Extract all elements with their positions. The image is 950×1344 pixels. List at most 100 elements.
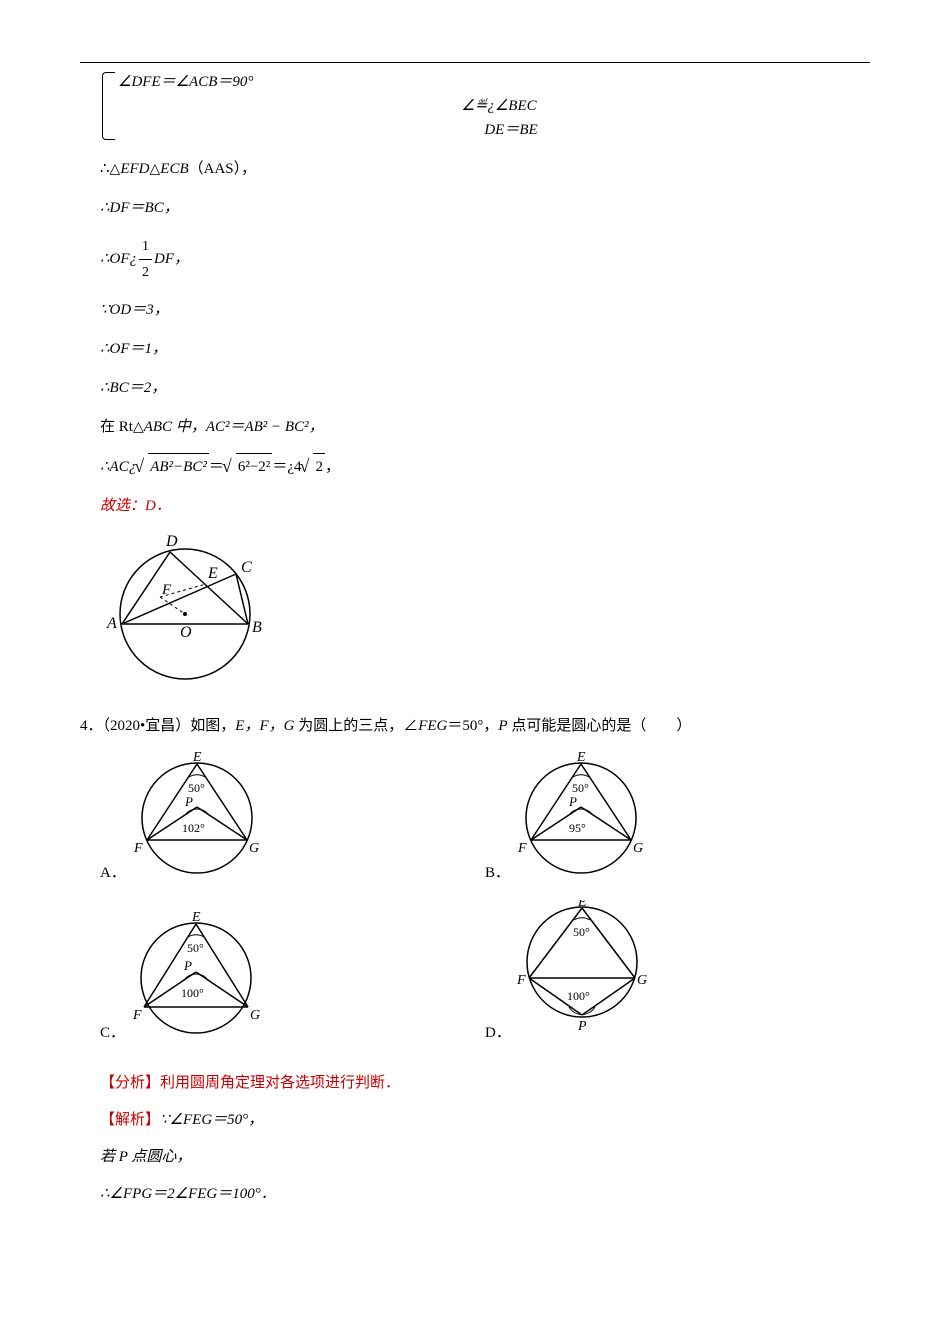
svg-text:E: E — [192, 752, 202, 765]
option-d-diagram: E 50° 100° P F G — [515, 900, 650, 1050]
option-d: D． E 50° 100° P F G — [485, 900, 870, 1050]
opt-a-label: A． — [100, 860, 126, 890]
solution-title: 【解析】 — [100, 1112, 160, 1128]
option-b-diagram: E P 50° 95° F G — [514, 752, 649, 890]
l1-t2: ECB — [160, 161, 188, 177]
solution-l1: ∵∠FEG＝50°， — [160, 1112, 263, 1128]
svg-text:50°: 50° — [573, 925, 590, 939]
circle-diagram: D E C F A B O — [100, 532, 870, 697]
opt-b-label: B． — [485, 860, 510, 890]
problem-efg: E，F，G — [235, 718, 294, 734]
analysis-text: 利用圆周角定理对各选项进行判断． — [160, 1075, 400, 1091]
svg-text:F: F — [133, 841, 143, 856]
options-container: A． E P 50° 102° F G — [100, 752, 870, 1060]
fraction: 12 — [139, 234, 152, 285]
brace-line-2: ∠≝¿∠BEC — [118, 94, 870, 118]
option-a-diagram: E P 50° 102° F G — [130, 752, 265, 890]
sqrt-icon: 6²−2² — [224, 453, 272, 481]
analysis-line: 【分析】利用圆周角定理对各选项进行判断． — [100, 1070, 870, 1097]
svg-text:95°: 95° — [569, 821, 586, 835]
triangle-icon — [110, 161, 121, 177]
problem-source: （2020•宜昌） — [103, 718, 191, 734]
solution-line-2: 若 P 点圆心， — [100, 1144, 870, 1171]
page-header-line — [80, 62, 870, 63]
option-c-diagram: E P 50° 100° F G — [129, 912, 264, 1050]
sqrt-expr-2: 6²−2² — [236, 453, 272, 481]
problem-mid2: 为圆上的三点，∠ — [294, 718, 418, 734]
label-F: F — [161, 582, 172, 598]
solution-line-3: ∴∠FPG＝2∠FEG＝100°． — [100, 1181, 870, 1208]
svg-text:P: P — [577, 1019, 587, 1034]
proof-line-2: ∴DF＝BC， — [100, 195, 870, 222]
proof-line-6: ∴BC＝2， — [100, 375, 870, 402]
svg-text:G: G — [633, 841, 643, 856]
option-b: B． E P 50° 95° F G — [485, 752, 870, 890]
svg-text:P: P — [568, 794, 577, 809]
proof-line-4: ∵OD＝3， — [100, 297, 870, 324]
opt-d-label: D． — [485, 1020, 511, 1050]
svg-text:50°: 50° — [187, 941, 204, 955]
l7-pre: 在 Rt — [100, 419, 133, 435]
svg-text:F: F — [516, 973, 526, 988]
option-c: C． E P 50° 100° F G — [100, 900, 485, 1050]
option-a: A． E P 50° 102° F G — [100, 752, 485, 890]
label-O: O — [180, 624, 192, 641]
page-content: ∠DFE＝∠ACB＝90° ∠≝¿∠BEC DE＝BE ∴EFDECB（AAS）… — [100, 70, 870, 1208]
sqrt-expr-1: AB²−BC² — [148, 453, 209, 481]
triangle-icon — [133, 419, 144, 435]
proof-line-7: 在 Rt ABC 中，AC²＝AB² − BC²， — [100, 414, 870, 441]
svg-text:E: E — [577, 900, 587, 910]
problem-text-pre: 如图， — [190, 718, 235, 734]
l8-post: ＝¿4 — [272, 459, 301, 475]
label-B: B — [252, 619, 262, 636]
l8-comma: ， — [325, 459, 340, 475]
problem-end: 点可能是圆心的是（ ） — [508, 718, 692, 734]
svg-text:100°: 100° — [181, 986, 204, 1000]
label-C: C — [241, 559, 252, 576]
svg-text:E: E — [576, 752, 586, 765]
label-D: D — [165, 533, 178, 550]
svg-text:100°: 100° — [567, 989, 590, 1003]
answer-block: 【分析】利用圆周角定理对各选项进行判断． 【解析】∵∠FEG＝50°， 若 P … — [100, 1070, 870, 1208]
proof-line-3: ∴OF¿12DF， — [100, 234, 870, 285]
sqrt-icon: AB²−BC² — [136, 453, 209, 481]
svg-text:50°: 50° — [572, 781, 589, 795]
l1-pre: ∴ — [100, 161, 110, 177]
svg-text:P: P — [184, 794, 193, 809]
l7-tri: ABC — [144, 419, 172, 435]
svg-text:G: G — [637, 973, 647, 988]
l8-pre: ∴AC¿ — [100, 459, 136, 475]
triangle-icon — [150, 161, 161, 177]
l3-post: DF， — [154, 251, 189, 267]
frac-num: 1 — [139, 234, 152, 260]
svg-text:E: E — [191, 912, 201, 925]
problem-mid4: ＝50°， — [447, 718, 498, 734]
svg-text:50°: 50° — [188, 781, 205, 795]
svg-text:G: G — [250, 1008, 260, 1023]
brace-system: ∠DFE＝∠ACB＝90° ∠≝¿∠BEC DE＝BE — [100, 70, 870, 142]
svg-text:102°: 102° — [182, 821, 205, 835]
brace-line-1: ∠DFE＝∠ACB＝90° — [118, 70, 870, 94]
solution-line-title: 【解析】∵∠FEG＝50°， — [100, 1107, 870, 1134]
l3-pre: ∴OF¿ — [100, 251, 137, 267]
opt-c-label: C． — [100, 1020, 125, 1050]
problem-4: 4．（2020•宜昌）如图，E，F，G 为圆上的三点，∠FEG＝50°，P 点可… — [100, 713, 870, 740]
brace-line-3: DE＝BE — [118, 118, 870, 142]
analysis-title: 【分析】 — [100, 1075, 160, 1091]
proof-line-1: ∴EFDECB（AAS）， — [100, 156, 870, 183]
proof-line-8: ∴AC¿AB²−BC²＝6²−2²＝¿42， — [100, 453, 870, 481]
problem-feg: FEG — [418, 718, 447, 734]
svg-text:P: P — [183, 958, 192, 973]
problem-p: P — [498, 718, 507, 734]
frac-den: 2 — [139, 260, 152, 285]
svg-text:F: F — [517, 841, 527, 856]
l7-post: 中，AC²＝AB² − BC²， — [172, 419, 324, 435]
label-E: E — [207, 565, 218, 582]
problem-number: 4． — [80, 718, 103, 734]
sqrt-expr-3: 2 — [313, 453, 325, 481]
proof-line-5: ∴OF＝1， — [100, 336, 870, 363]
sqrt-icon: 2 — [301, 453, 325, 481]
l1-post: （AAS）， — [189, 161, 257, 177]
diagram-svg: D E C F A B O — [100, 532, 275, 687]
svg-text:G: G — [249, 841, 259, 856]
